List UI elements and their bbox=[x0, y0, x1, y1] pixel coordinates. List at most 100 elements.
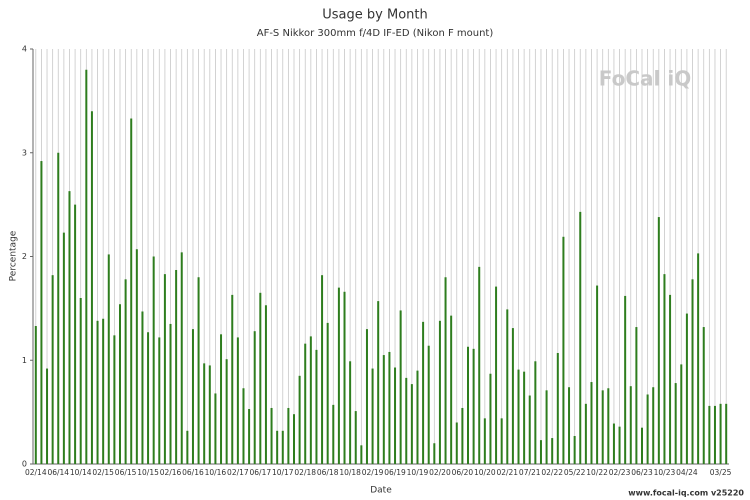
bar bbox=[506, 309, 509, 464]
x-tick-label: 02/14 bbox=[25, 468, 47, 477]
bar bbox=[293, 414, 295, 464]
bar bbox=[264, 305, 267, 464]
bar bbox=[180, 252, 183, 464]
y-axis-label: Percentage bbox=[9, 230, 19, 281]
bar bbox=[568, 387, 571, 464]
bar bbox=[175, 269, 178, 464]
bar bbox=[197, 277, 200, 464]
bar bbox=[236, 337, 239, 464]
bar bbox=[545, 390, 548, 464]
bar bbox=[253, 331, 256, 464]
bar bbox=[697, 253, 700, 464]
bar bbox=[663, 274, 666, 464]
bar bbox=[427, 345, 430, 464]
bar bbox=[321, 275, 324, 464]
bar bbox=[51, 275, 54, 464]
bar bbox=[304, 343, 307, 464]
bar bbox=[79, 298, 82, 464]
bar bbox=[467, 346, 469, 464]
bar bbox=[438, 320, 441, 464]
bar bbox=[624, 295, 627, 464]
x-tick-label: 02/17 bbox=[227, 468, 249, 477]
x-tick-label: 06/16 bbox=[182, 468, 204, 477]
bar bbox=[612, 423, 615, 464]
x-tick-label: 10/18 bbox=[339, 468, 361, 477]
bar bbox=[433, 443, 436, 464]
bar bbox=[337, 287, 340, 464]
bar bbox=[641, 427, 643, 464]
bar bbox=[191, 329, 194, 464]
bar bbox=[708, 405, 711, 464]
x-tick-label: 10/17 bbox=[272, 468, 294, 477]
x-tick-label: 06/19 bbox=[384, 468, 406, 477]
bar bbox=[74, 204, 77, 464]
bar bbox=[248, 409, 251, 464]
bar bbox=[517, 369, 520, 464]
bar bbox=[309, 336, 312, 464]
bar bbox=[382, 355, 385, 464]
bar bbox=[472, 348, 475, 464]
bar bbox=[186, 430, 189, 464]
bar bbox=[208, 365, 211, 464]
bar bbox=[225, 359, 228, 464]
bar bbox=[405, 377, 408, 464]
y-tick-label: 3 bbox=[22, 148, 27, 157]
bar bbox=[326, 322, 329, 464]
bar bbox=[523, 371, 526, 464]
bar bbox=[635, 327, 638, 464]
bar bbox=[685, 313, 688, 464]
bar bbox=[90, 111, 93, 464]
bar bbox=[231, 294, 234, 464]
bar bbox=[96, 320, 99, 464]
bar bbox=[349, 361, 352, 464]
bar bbox=[113, 335, 116, 464]
x-tick-label: 02/15 bbox=[92, 468, 114, 477]
x-tick-label: 10/19 bbox=[407, 468, 429, 477]
x-tick-label: 10/16 bbox=[205, 468, 227, 477]
x-tick-label: 07/21 bbox=[519, 468, 541, 477]
bar bbox=[416, 370, 419, 464]
bar bbox=[147, 332, 150, 464]
x-tick-label: 10/22 bbox=[586, 468, 608, 477]
bar bbox=[455, 422, 458, 464]
bar bbox=[315, 349, 318, 464]
bar bbox=[141, 311, 144, 464]
bar bbox=[444, 277, 447, 464]
x-tick-label: 02/16 bbox=[160, 468, 182, 477]
x-tick-label: 02/19 bbox=[362, 468, 384, 477]
x-tick-label: 06/23 bbox=[631, 468, 653, 477]
x-tick-label: 10/23 bbox=[654, 468, 676, 477]
x-tick-label: 10/20 bbox=[474, 468, 496, 477]
chart-subtitle: AF-S Nikkor 300mm f/4D IF-ED (Nikon F mo… bbox=[257, 28, 494, 39]
bar bbox=[584, 403, 587, 464]
bar bbox=[511, 328, 514, 464]
bar bbox=[596, 285, 599, 464]
y-tick-label: 2 bbox=[22, 252, 27, 261]
x-tick-label: 10/15 bbox=[137, 468, 159, 477]
bar bbox=[573, 435, 576, 464]
bar bbox=[680, 364, 683, 464]
y-tick-label: 0 bbox=[22, 460, 27, 469]
bar bbox=[169, 323, 172, 464]
bar bbox=[220, 334, 223, 464]
bar bbox=[377, 301, 380, 464]
footer: www.focal-iq.com v25220 bbox=[628, 489, 744, 498]
bar bbox=[607, 388, 610, 464]
bar bbox=[343, 291, 346, 464]
bar bbox=[276, 430, 279, 464]
bar bbox=[135, 249, 138, 464]
bar bbox=[483, 418, 486, 464]
bar bbox=[562, 236, 565, 464]
x-tick-label: 04/24 bbox=[676, 468, 698, 477]
bar bbox=[725, 403, 728, 464]
bar bbox=[691, 279, 694, 464]
bar bbox=[242, 388, 245, 464]
bar bbox=[298, 375, 301, 464]
bar bbox=[57, 152, 60, 464]
chart-title: Usage by Month bbox=[322, 8, 427, 23]
bar bbox=[365, 329, 368, 464]
x-tick-label: 10/14 bbox=[70, 468, 92, 477]
bar bbox=[388, 351, 391, 464]
bar bbox=[214, 393, 217, 464]
